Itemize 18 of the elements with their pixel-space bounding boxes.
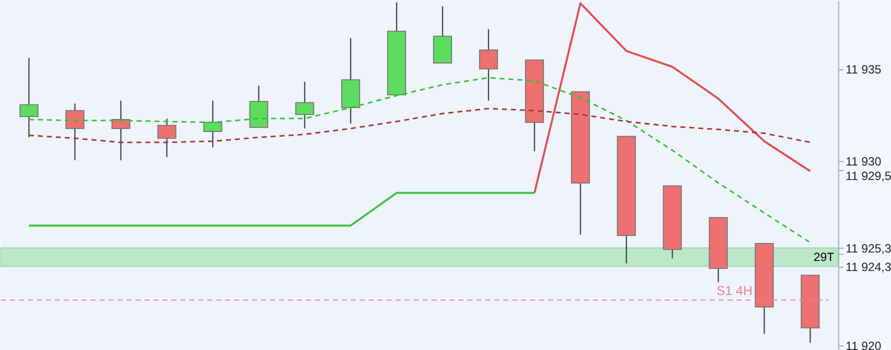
line-series — [533, 2, 812, 194]
line-series — [28, 108, 811, 144]
candlestick — [111, 100, 130, 161]
y-tick-label: 11 930 — [846, 154, 882, 169]
line-series — [28, 76, 811, 244]
candlestick — [295, 81, 314, 130]
y-tick-label: 11 935 — [846, 62, 882, 76]
y-tick-label: 11 925,3 — [846, 241, 891, 256]
candlestick — [157, 118, 176, 158]
ref-line-label: S1 4H — [716, 283, 752, 298]
y-tick-label: 11 920 — [846, 339, 882, 350]
band-label: 29T — [814, 250, 835, 264]
y-tick-label: 11 929,5 — [846, 168, 891, 183]
candlestick — [65, 102, 84, 161]
candlestick — [203, 100, 222, 148]
y-tick-label: 11 924,3 — [846, 260, 891, 274]
candlestick — [19, 57, 38, 138]
candlestick — [479, 28, 498, 102]
